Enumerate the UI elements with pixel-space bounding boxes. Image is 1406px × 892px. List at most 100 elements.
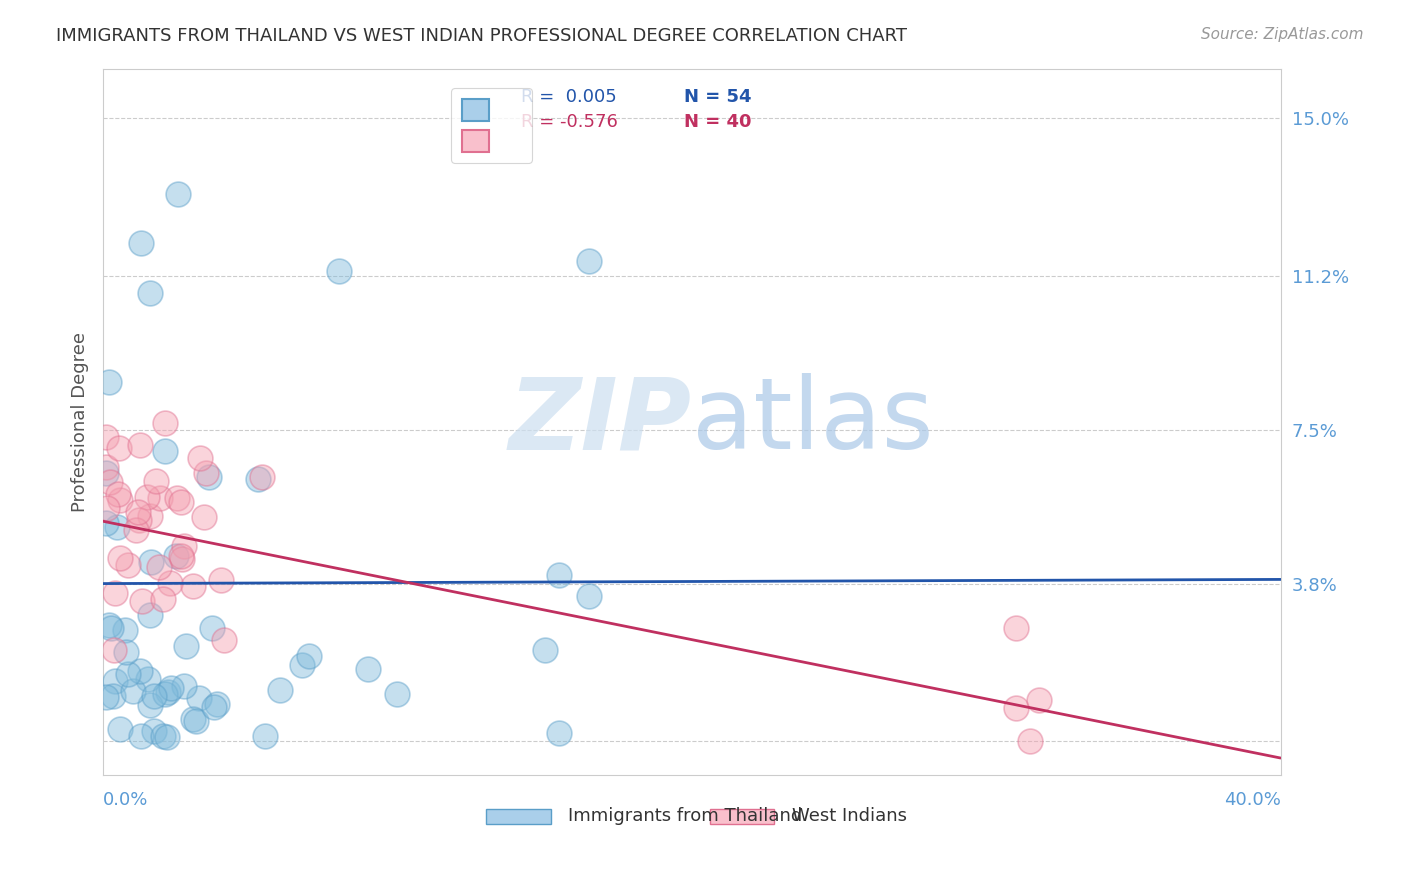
Text: Source: ZipAtlas.com: Source: ZipAtlas.com xyxy=(1201,27,1364,42)
Point xyxy=(155,687,177,701)
Point xyxy=(1004,701,1026,715)
Point xyxy=(148,559,170,574)
Point xyxy=(291,658,314,673)
Point xyxy=(166,491,188,505)
Point xyxy=(181,712,204,726)
Text: R =  0.005: R = 0.005 xyxy=(522,87,617,106)
Point xyxy=(135,490,157,504)
Point xyxy=(129,729,152,743)
Bar xyxy=(710,808,775,824)
Point xyxy=(187,690,209,705)
Point xyxy=(548,726,571,740)
Text: Immigrants from Thailand: Immigrants from Thailand xyxy=(568,806,803,824)
Point xyxy=(207,697,229,711)
Point xyxy=(209,574,232,588)
Point xyxy=(131,594,153,608)
Point xyxy=(1004,621,1026,635)
Point xyxy=(138,698,160,713)
Point xyxy=(98,618,121,632)
Point xyxy=(387,687,409,701)
Point xyxy=(298,649,321,664)
Point xyxy=(173,679,195,693)
Point xyxy=(98,375,121,389)
Legend:    ,    : , xyxy=(451,88,531,163)
Point xyxy=(157,685,180,699)
Point xyxy=(174,639,197,653)
Point xyxy=(136,673,159,687)
Point xyxy=(184,714,207,728)
Point xyxy=(117,558,139,572)
Point xyxy=(94,516,117,531)
Point xyxy=(96,501,118,516)
Point xyxy=(107,442,129,456)
Point xyxy=(131,235,153,250)
Point xyxy=(155,416,177,430)
Point xyxy=(139,508,162,523)
Point xyxy=(181,579,204,593)
Point xyxy=(103,642,125,657)
Point xyxy=(143,690,166,704)
Point xyxy=(165,549,187,564)
Point xyxy=(357,662,380,676)
Point xyxy=(114,624,136,638)
Text: N = 40: N = 40 xyxy=(683,113,751,131)
Point xyxy=(578,589,600,603)
Point xyxy=(328,264,350,278)
Point xyxy=(107,487,129,501)
Point xyxy=(202,699,225,714)
Point xyxy=(152,729,174,743)
Point xyxy=(128,438,150,452)
Point xyxy=(250,470,273,484)
Point xyxy=(101,689,124,703)
Point xyxy=(122,684,145,698)
Point xyxy=(129,665,152,679)
Point xyxy=(188,451,211,466)
Point xyxy=(160,681,183,696)
Point xyxy=(128,513,150,527)
Y-axis label: Professional Degree: Professional Degree xyxy=(72,332,89,512)
Point xyxy=(94,429,117,443)
Point xyxy=(198,470,221,484)
Text: ZIP: ZIP xyxy=(509,373,692,470)
Point xyxy=(98,475,121,489)
Point xyxy=(247,472,270,486)
Point xyxy=(193,509,215,524)
Point xyxy=(173,539,195,553)
Text: 0.0%: 0.0% xyxy=(103,791,149,809)
Text: 40.0%: 40.0% xyxy=(1223,791,1281,809)
Point xyxy=(200,621,222,635)
Text: R = -0.576: R = -0.576 xyxy=(522,113,619,131)
Point xyxy=(159,575,181,590)
Point xyxy=(152,591,174,606)
Point xyxy=(96,690,118,704)
Point xyxy=(167,187,190,202)
Point xyxy=(142,724,165,739)
Point xyxy=(103,585,125,599)
Point xyxy=(156,731,179,745)
Point xyxy=(117,667,139,681)
Point xyxy=(195,467,218,481)
Point xyxy=(94,460,117,475)
Point xyxy=(127,505,149,519)
Point xyxy=(149,491,172,505)
Text: N = 54: N = 54 xyxy=(683,87,751,106)
Point xyxy=(172,551,194,566)
Point xyxy=(578,254,600,268)
Point xyxy=(212,632,235,647)
Point xyxy=(108,722,131,736)
Point xyxy=(104,673,127,688)
Text: IMMIGRANTS FROM THAILAND VS WEST INDIAN PROFESSIONAL DEGREE CORRELATION CHART: IMMIGRANTS FROM THAILAND VS WEST INDIAN … xyxy=(56,27,907,45)
Point xyxy=(94,466,117,480)
Point xyxy=(100,621,122,635)
Point xyxy=(1028,693,1050,707)
Point xyxy=(125,524,148,538)
Point xyxy=(153,444,176,458)
Point xyxy=(1019,734,1042,748)
Point xyxy=(139,285,162,300)
Point xyxy=(548,568,571,582)
Point xyxy=(139,608,162,623)
Point xyxy=(107,520,129,534)
Point xyxy=(108,550,131,565)
Point xyxy=(108,492,131,507)
Point xyxy=(269,682,291,697)
